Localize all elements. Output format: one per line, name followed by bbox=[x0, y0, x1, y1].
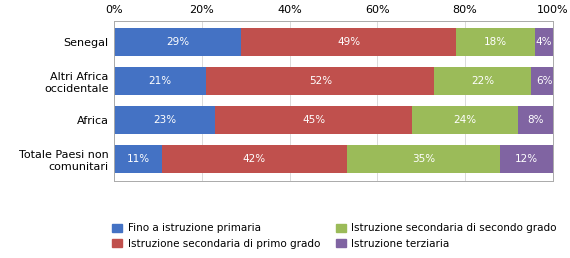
Bar bbox=[535, 28, 553, 56]
Text: 21%: 21% bbox=[149, 76, 172, 86]
Bar bbox=[457, 28, 535, 56]
Legend: Fino a istruzione primaria, Istruzione secondaria di primo grado, Istruzione sec: Fino a istruzione primaria, Istruzione s… bbox=[108, 219, 561, 253]
Bar bbox=[114, 106, 215, 134]
Text: 23%: 23% bbox=[153, 115, 176, 125]
Text: 45%: 45% bbox=[302, 115, 325, 125]
Text: 22%: 22% bbox=[471, 76, 494, 86]
Bar bbox=[500, 145, 553, 173]
Bar bbox=[347, 145, 500, 173]
Bar bbox=[162, 145, 347, 173]
Bar bbox=[434, 67, 531, 95]
Text: 4%: 4% bbox=[536, 37, 552, 47]
Text: 49%: 49% bbox=[337, 37, 360, 47]
Bar bbox=[206, 67, 434, 95]
Bar bbox=[241, 28, 457, 56]
Text: 11%: 11% bbox=[127, 154, 150, 164]
Bar bbox=[413, 106, 518, 134]
Text: 12%: 12% bbox=[515, 154, 538, 164]
Text: 6%: 6% bbox=[536, 76, 552, 86]
Bar bbox=[114, 67, 206, 95]
Text: 52%: 52% bbox=[309, 76, 332, 86]
Text: 18%: 18% bbox=[484, 37, 507, 47]
Text: 24%: 24% bbox=[454, 115, 477, 125]
Bar bbox=[518, 106, 553, 134]
Text: 35%: 35% bbox=[412, 154, 435, 164]
Bar bbox=[114, 28, 241, 56]
Text: 29%: 29% bbox=[166, 37, 189, 47]
Bar bbox=[114, 145, 162, 173]
Text: 8%: 8% bbox=[527, 115, 544, 125]
Bar bbox=[215, 106, 413, 134]
Bar bbox=[531, 67, 557, 95]
Text: 42%: 42% bbox=[243, 154, 266, 164]
